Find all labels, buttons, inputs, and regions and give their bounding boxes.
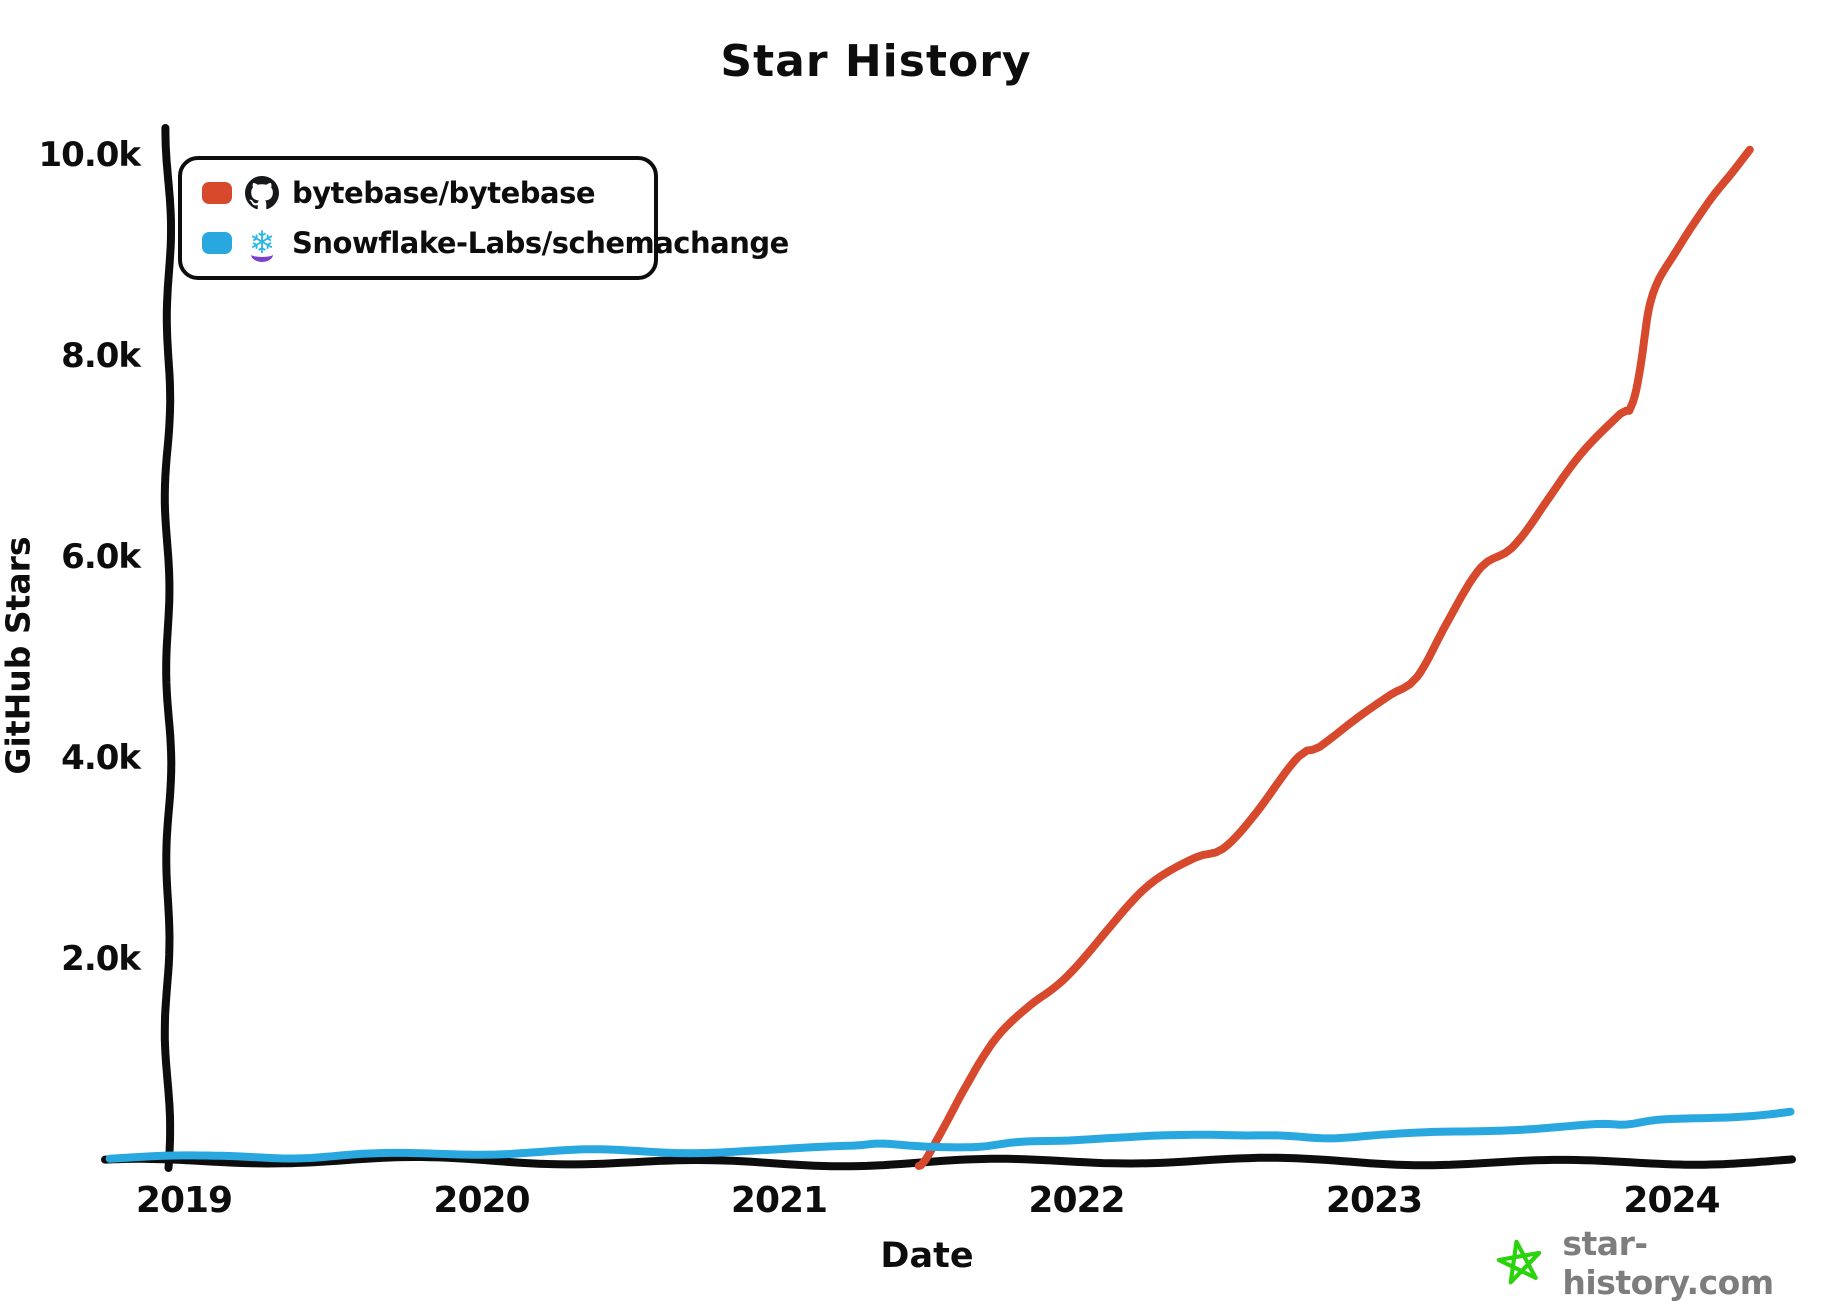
y-axis-line [160, 124, 176, 1172]
watermark-text: star-history.com [1562, 1224, 1774, 1302]
legend: bytebase/bytebase ❄ Snowflake-Labs/schem… [178, 156, 789, 280]
star-icon [1496, 1239, 1542, 1285]
snowflake-icon: ❄ [249, 224, 275, 262]
series-line-bytebase [914, 145, 1754, 1170]
y-tick-label: 8.0k [61, 336, 141, 376]
legend-item-label: Snowflake-Labs/schemachange [292, 226, 789, 260]
legend-swatch-bytebase [202, 182, 232, 204]
x-tick-label: 2023 [1325, 1180, 1423, 1221]
legend-item-bytebase: bytebase/bytebase [182, 172, 654, 214]
y-tick-label: 2.0k [61, 939, 141, 979]
y-tick-label: 4.0k [61, 738, 141, 778]
x-tick-label: 2020 [433, 1180, 530, 1221]
x-tick-label: 2019 [135, 1180, 233, 1221]
y-tick-label: 6.0k [61, 537, 141, 577]
legend-swatch-schemachange [202, 232, 232, 254]
x-tick-label: 2024 [1623, 1180, 1720, 1221]
x-axis-title: Date [880, 1236, 974, 1276]
x-tick-label: 2021 [730, 1180, 828, 1221]
legend-item-label: bytebase/bytebase [292, 176, 596, 210]
legend-item-schemachange: ❄ Snowflake-Labs/schemachange [182, 222, 789, 264]
series-line-schemachange [105, 1107, 1795, 1163]
github-octocat-icon [244, 175, 280, 211]
page-title: Star History [720, 36, 1032, 87]
y-tick-label: 10.0k [38, 135, 142, 175]
x-axis-line [101, 1153, 1796, 1171]
star-history-logo[interactable]: star-history.com [1492, 1224, 1832, 1302]
x-tick-label: 2022 [1028, 1180, 1125, 1221]
